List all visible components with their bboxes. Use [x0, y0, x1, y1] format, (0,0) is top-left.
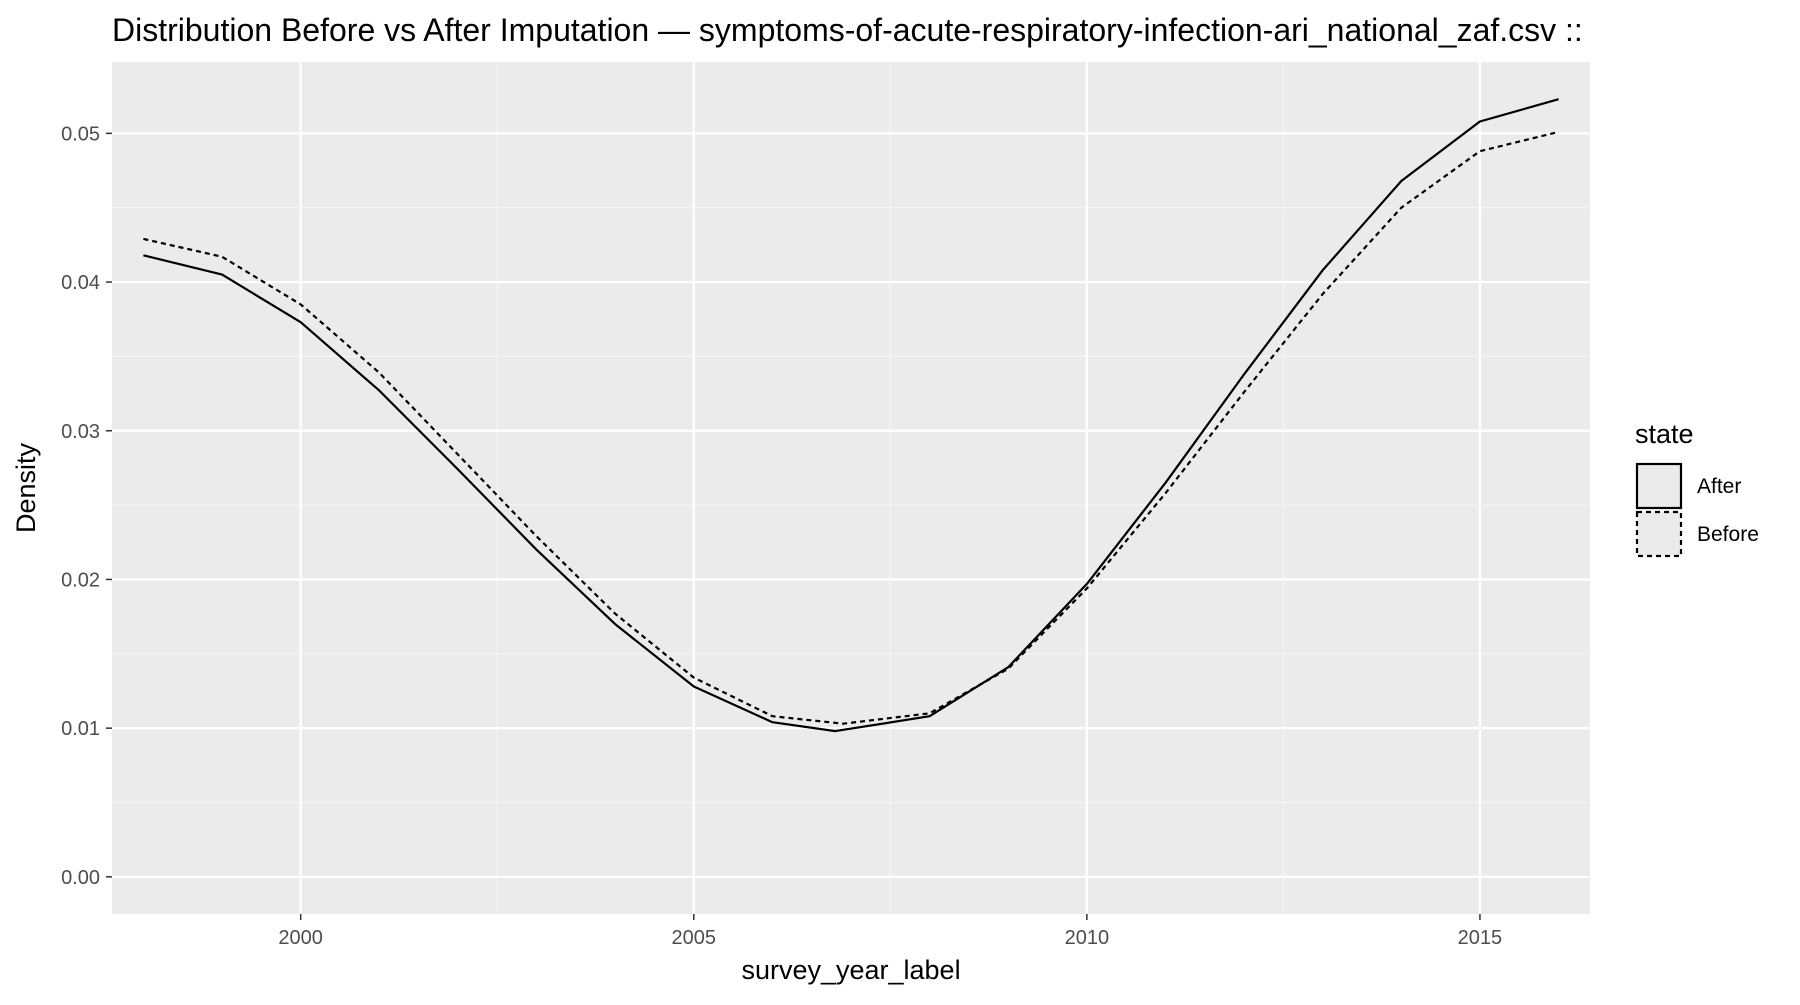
legend-label-after: After [1697, 475, 1741, 498]
legend-label-before: Before [1697, 523, 1759, 546]
legend-item-before: Before [1635, 510, 1759, 558]
x-axis: 2000 2005 2010 2015 [278, 914, 1502, 949]
legend-key-before [1635, 510, 1683, 558]
plot-panel-background [112, 62, 1590, 914]
chart-title: Distribution Before vs After Imputation … [112, 12, 1583, 48]
legend: state After Before [1635, 419, 1759, 558]
x-tick-label: 2015 [1458, 927, 1503, 949]
legend-item-after: After [1635, 462, 1741, 510]
y-tick-label: 0.05 [61, 123, 100, 145]
x-tick-label: 2005 [672, 927, 717, 949]
legend-items: After Before [1635, 462, 1759, 558]
y-tick-label: 0.03 [61, 421, 100, 443]
series-line-before [143, 130, 1559, 725]
y-axis-title: Density [11, 442, 41, 533]
x-axis-title: survey_year_label [741, 955, 960, 985]
y-tick-label: 0.01 [61, 718, 100, 740]
legend-title: state [1635, 419, 1694, 449]
series-line-after [143, 98, 1559, 733]
y-tick-label: 0.04 [61, 272, 100, 294]
y-tick-label: 0.02 [61, 569, 100, 591]
legend-key-after [1635, 462, 1683, 510]
x-tick-label: 2000 [278, 927, 323, 949]
x-tick-label: 2010 [1065, 927, 1110, 949]
y-tick-label: 0.00 [61, 867, 100, 889]
y-axis: 0.00 0.01 0.02 0.03 0.04 0.05 [61, 123, 112, 889]
series-layer [143, 98, 1559, 733]
